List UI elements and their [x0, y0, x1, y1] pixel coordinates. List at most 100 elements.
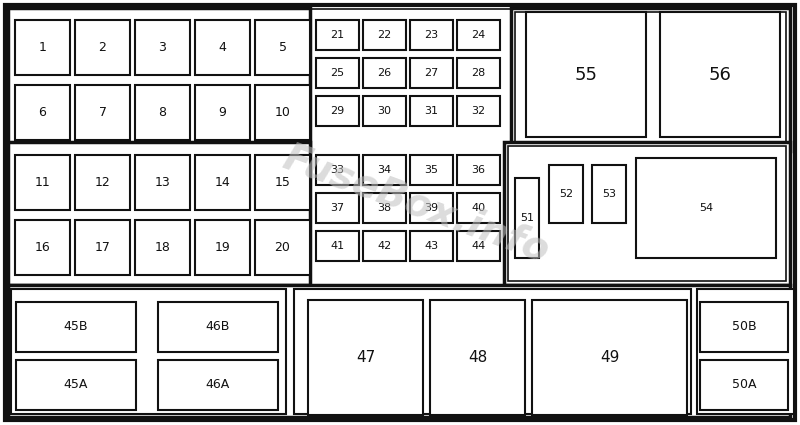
Text: 52: 52 — [559, 189, 573, 199]
Bar — [363, 20, 406, 50]
Bar — [697, 289, 794, 414]
Text: 14: 14 — [214, 176, 230, 189]
Text: 34: 34 — [378, 165, 391, 175]
Text: 3: 3 — [158, 41, 166, 54]
Text: 22: 22 — [378, 30, 392, 40]
Bar — [430, 300, 525, 415]
Bar — [8, 285, 790, 417]
Bar — [363, 193, 406, 223]
Bar — [316, 193, 359, 223]
Text: 25: 25 — [330, 68, 345, 78]
Bar — [135, 20, 190, 75]
Bar — [8, 142, 310, 285]
Text: 30: 30 — [378, 106, 391, 116]
Bar — [515, 178, 539, 258]
Bar — [532, 300, 687, 415]
Bar — [75, 220, 130, 275]
Bar — [636, 158, 776, 258]
Bar — [255, 220, 310, 275]
Text: 54: 54 — [699, 203, 713, 213]
Text: 35: 35 — [425, 165, 438, 175]
Text: 37: 37 — [330, 203, 345, 213]
Text: 28: 28 — [471, 68, 486, 78]
Text: 40: 40 — [471, 203, 486, 213]
Text: 33: 33 — [330, 165, 345, 175]
Bar — [75, 155, 130, 210]
Text: 56: 56 — [709, 65, 731, 83]
Text: 13: 13 — [154, 176, 170, 189]
Bar — [410, 155, 453, 185]
Text: 18: 18 — [154, 241, 170, 254]
Text: 42: 42 — [378, 241, 392, 251]
Bar — [410, 96, 453, 126]
Bar — [700, 360, 788, 410]
Bar — [75, 85, 130, 140]
Bar — [316, 96, 359, 126]
Text: 15: 15 — [274, 176, 290, 189]
Bar — [135, 85, 190, 140]
Bar — [255, 155, 310, 210]
Bar — [410, 58, 453, 88]
Text: 51: 51 — [520, 213, 534, 223]
Bar — [16, 360, 136, 410]
Bar — [135, 155, 190, 210]
Bar — [457, 193, 500, 223]
Text: 20: 20 — [274, 241, 290, 254]
Bar — [508, 146, 786, 281]
Text: 53: 53 — [602, 189, 616, 199]
Text: 23: 23 — [425, 30, 438, 40]
Text: 55: 55 — [574, 65, 598, 83]
Bar — [515, 12, 786, 147]
Bar — [195, 20, 250, 75]
Bar — [410, 231, 453, 261]
Text: 47: 47 — [356, 350, 375, 365]
Text: 46A: 46A — [206, 379, 230, 391]
Text: 45A: 45A — [64, 379, 88, 391]
Bar — [15, 220, 70, 275]
Bar — [363, 58, 406, 88]
Text: FuseBox.info: FuseBox.info — [278, 138, 554, 270]
Text: 49: 49 — [600, 350, 619, 365]
Bar — [549, 165, 583, 223]
Bar — [457, 155, 500, 185]
Bar — [457, 96, 500, 126]
Bar — [504, 142, 790, 285]
Text: 12: 12 — [94, 176, 110, 189]
Text: 38: 38 — [378, 203, 391, 213]
Bar — [158, 360, 278, 410]
Text: 8: 8 — [158, 106, 166, 119]
Bar — [195, 155, 250, 210]
Text: 50A: 50A — [732, 379, 756, 391]
Bar — [135, 220, 190, 275]
Text: 24: 24 — [471, 30, 486, 40]
Text: 21: 21 — [330, 30, 345, 40]
Text: 26: 26 — [378, 68, 391, 78]
Bar — [294, 289, 691, 414]
Bar — [255, 20, 310, 75]
Text: 16: 16 — [34, 241, 50, 254]
Text: 19: 19 — [214, 241, 230, 254]
Bar — [410, 20, 453, 50]
Text: 39: 39 — [425, 203, 438, 213]
Bar — [363, 96, 406, 126]
Text: 44: 44 — [471, 241, 486, 251]
Bar — [700, 302, 788, 352]
Bar — [526, 12, 646, 137]
Text: 9: 9 — [218, 106, 226, 119]
Text: 11: 11 — [34, 176, 50, 189]
Bar — [592, 165, 626, 223]
Text: 5: 5 — [278, 41, 286, 54]
Bar — [16, 302, 136, 352]
Text: 50B: 50B — [732, 320, 756, 334]
Bar — [316, 58, 359, 88]
Bar — [316, 20, 359, 50]
Bar — [8, 8, 310, 151]
Bar — [75, 20, 130, 75]
Bar — [457, 58, 500, 88]
Bar — [308, 300, 423, 415]
Text: 4: 4 — [218, 41, 226, 54]
Bar — [15, 20, 70, 75]
Bar — [11, 289, 286, 414]
Text: 46B: 46B — [206, 320, 230, 334]
Bar — [158, 302, 278, 352]
